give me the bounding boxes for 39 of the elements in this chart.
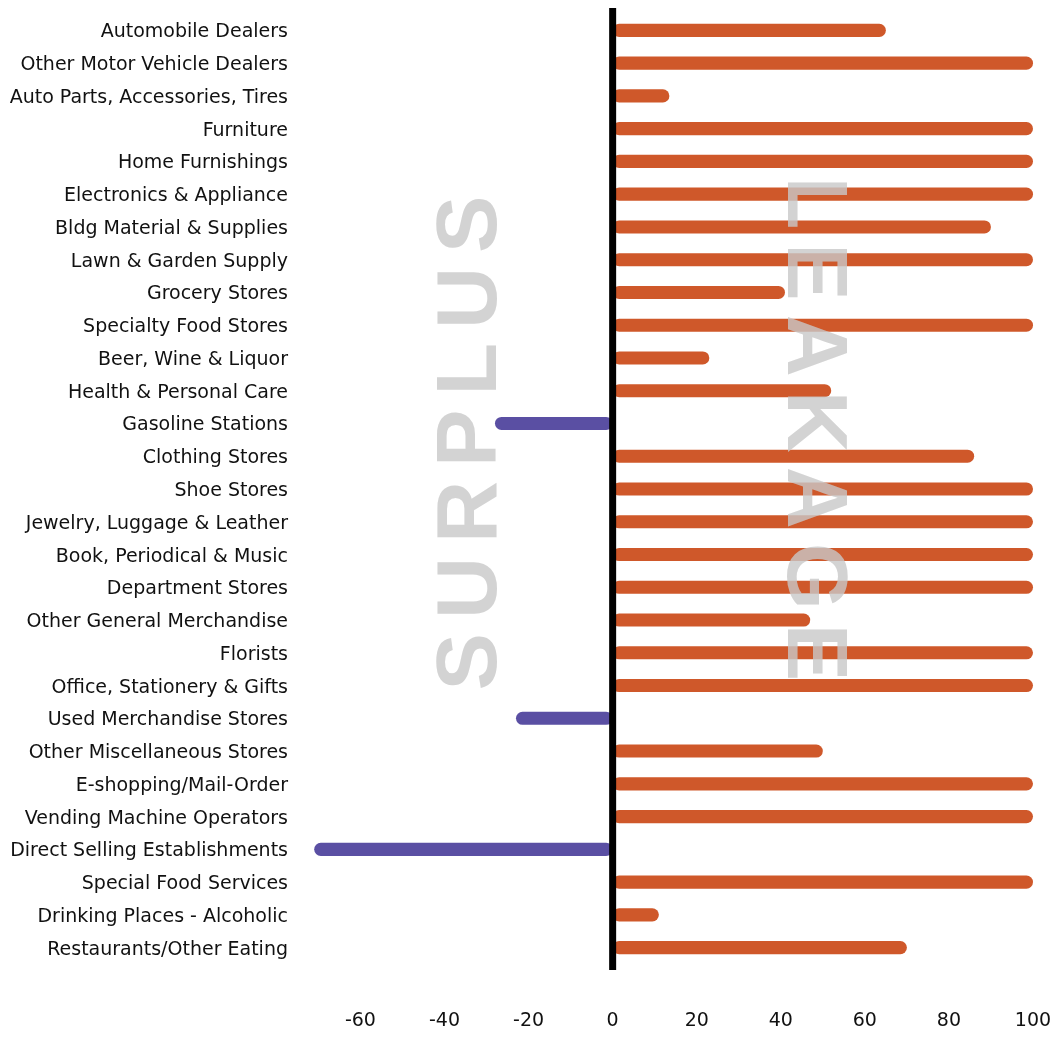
y-tick-label: Direct Selling Establishments bbox=[10, 838, 288, 861]
y-tick-label: Other Motor Vehicle Dealers bbox=[20, 52, 288, 75]
y-tick-label: Bldg Material & Supplies bbox=[55, 215, 288, 238]
x-tick-label: 60 bbox=[852, 1008, 877, 1030]
y-tick-label: Home Furnishings bbox=[117, 150, 288, 173]
y-tick-label: Auto Parts, Accessories, Tires bbox=[9, 84, 288, 107]
y-tick-label: Jewelry, Luggage & Leather bbox=[24, 510, 289, 533]
y-tick-label: E-shopping/Mail-Order bbox=[75, 772, 289, 795]
x-tick-label: 80 bbox=[936, 1008, 962, 1030]
y-tick-label: Other General Merchandise bbox=[26, 609, 288, 632]
x-tick-label: 20 bbox=[684, 1008, 709, 1030]
y-tick-label: Beer, Wine & Liquor bbox=[98, 346, 289, 369]
y-tick-label: Drinking Places - Alcoholic bbox=[37, 903, 288, 926]
y-tick-label: Vending Machine Operators bbox=[24, 805, 288, 828]
y-tick-label: Health & Personal Care bbox=[67, 379, 288, 402]
y-tick-label: Electronics & Appliance bbox=[64, 183, 288, 206]
y-tick-label: Gasoline Stations bbox=[122, 412, 288, 435]
x-tick-label: -60 bbox=[344, 1008, 376, 1030]
y-tick-label: Book, Periodical & Music bbox=[55, 543, 288, 566]
y-tick-label: Furniture bbox=[202, 117, 288, 140]
y-tick-label: Florists bbox=[219, 641, 288, 664]
y-tick-label: Other Miscellaneous Stores bbox=[28, 740, 288, 763]
y-tick-label: Clothing Stores bbox=[142, 445, 288, 468]
y-tick-label: Shoe Stores bbox=[174, 478, 288, 500]
x-tick-label: 0 bbox=[606, 1008, 619, 1030]
annotation: LEAKAGE bbox=[769, 176, 866, 696]
x-tick-label: -40 bbox=[428, 1008, 461, 1030]
y-tick-label: Department Stores bbox=[106, 576, 288, 599]
y-tick-label: Special Food Services bbox=[81, 871, 288, 894]
y-tick-label: Automobile Dealers bbox=[100, 19, 288, 42]
x-tick-label: 100 bbox=[1014, 1008, 1052, 1030]
x-tick-label: 40 bbox=[768, 1008, 793, 1030]
x-tick-label: -20 bbox=[513, 1008, 545, 1030]
y-tick-label: Lawn & Garden Supply bbox=[70, 248, 288, 271]
y-tick-label: Used Merchandise Stores bbox=[47, 707, 288, 730]
y-tick-label: Specialty Food Stores bbox=[83, 314, 288, 337]
y-tick-label: Restaurants/Other Eating bbox=[47, 936, 288, 959]
y-tick-label: Grocery Stores bbox=[146, 281, 288, 304]
y-tick-label: Office, Stationery & Gifts bbox=[51, 674, 288, 697]
